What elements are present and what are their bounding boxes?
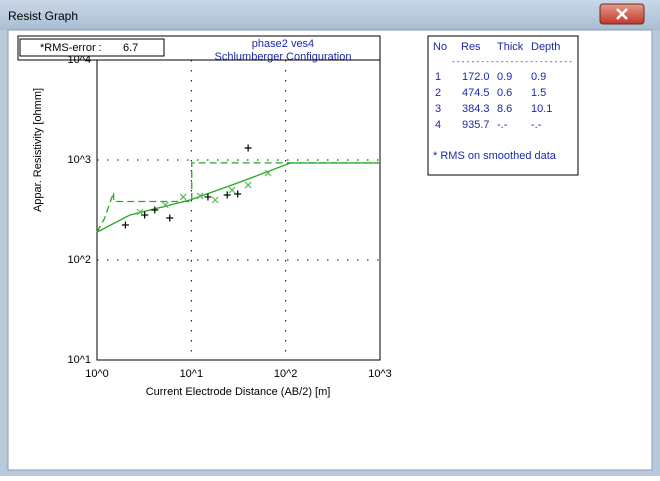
x-axis-label: Current Electrode Distance (AB/2) [m] [146, 386, 331, 398]
calculated-point [196, 192, 204, 200]
x-tick-label: 10^0 [85, 368, 109, 380]
table-cell: -.- [531, 119, 542, 131]
table-cell: 3 [435, 103, 441, 115]
observed-point [204, 193, 212, 201]
calculated-point [228, 186, 236, 194]
observed-point [234, 190, 242, 198]
observed-point [151, 206, 159, 214]
table-cell: 1.5 [531, 87, 546, 99]
table-cell: 4 [435, 119, 441, 131]
observed-point [166, 214, 174, 222]
calculated-point [211, 196, 219, 204]
calculated-point [264, 169, 272, 177]
table-cell: -.- [497, 119, 508, 131]
table-cell: 2 [435, 87, 441, 99]
y-tick-label: 10^2 [67, 254, 91, 266]
rms-label: *RMS-error : [40, 42, 102, 54]
table-cell: 1 [435, 71, 441, 83]
table-header: No [433, 41, 447, 53]
model-line [96, 162, 380, 233]
x-tick-label: 10^3 [368, 368, 392, 380]
table-header: Thick [497, 41, 524, 53]
table-header: Depth [531, 41, 560, 53]
chart-title: phase2 ves4 [252, 38, 314, 50]
x-tick-label: 10^1 [180, 368, 204, 380]
calculated-point [244, 181, 252, 189]
model-line [96, 162, 380, 233]
table-cell: 935.7 [462, 119, 490, 131]
table-header: Res [461, 41, 481, 53]
table-note: * RMS on smoothed data [433, 150, 557, 162]
y-tick-label: 10^1 [67, 354, 91, 366]
rms-box [19, 38, 165, 57]
window-title: Resist Graph [8, 9, 78, 23]
y-axis-label: Appar. Resistivity [ohmm] [32, 88, 44, 212]
calculated-point [161, 201, 169, 209]
calculated-point [179, 193, 187, 201]
layers-table: - - - - - - - - - - - - - - - - - - - - … [427, 35, 579, 176]
chart-subtitle: Schlumberger Configuration [215, 51, 352, 63]
observed-point [121, 221, 129, 229]
calculated-point [136, 208, 144, 216]
table-cell: 8.6 [497, 103, 512, 115]
rms-value: 6.7 [123, 42, 138, 54]
y-tick-label: 10^4 [67, 54, 91, 66]
table-cell: 10.1 [531, 103, 552, 115]
table-box [427, 35, 579, 176]
y-tick-label: 10^3 [67, 154, 91, 166]
x-tick-label: 10^2 [274, 368, 298, 380]
table-cell: 384.3 [462, 103, 490, 115]
separator: - - - - - - - - - - - - - - - - - - - - … [452, 57, 572, 66]
close-icon [616, 8, 628, 20]
title-bar [0, 0, 660, 30]
table-cell: 0.6 [497, 87, 512, 99]
observed-point [244, 144, 252, 152]
table-cell: 474.5 [462, 87, 490, 99]
table-cell: 0.9 [497, 71, 512, 83]
table-cell: 0.9 [531, 71, 546, 83]
table-cell: 172.0 [462, 71, 490, 83]
observed-point [223, 191, 231, 199]
